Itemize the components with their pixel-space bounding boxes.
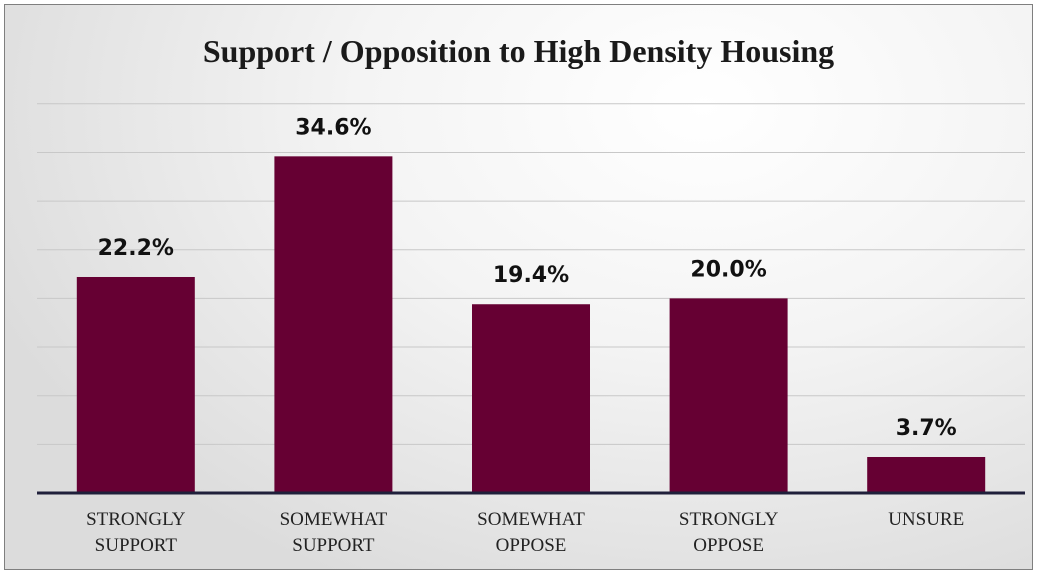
category-labels: STRONGLY SUPPORT SOMEWHAT SUPPORT SOMEWHAT OP… <box>86 509 964 556</box>
category-label: UNSURE <box>888 509 964 530</box>
data-label: 3.7% <box>896 416 957 441</box>
bar <box>867 457 985 493</box>
data-label: 22.2% <box>98 236 174 261</box>
bar <box>472 304 590 493</box>
bar <box>77 277 195 493</box>
data-label: 19.4% <box>493 263 569 288</box>
category-label: SOMEWHAT SUPPORT <box>280 509 388 556</box>
data-label: 20.0% <box>690 257 766 282</box>
bar <box>670 298 788 493</box>
category-label: SOMEWHAT OPPOSE <box>477 509 585 556</box>
bar-chart: 22.2% 34.6% 19.4% 20.0% 3.7% STRONGLY SUPPORT… <box>5 5 1034 571</box>
bar <box>274 156 392 493</box>
data-label: 34.6% <box>295 115 371 140</box>
category-label: STRONGLY SUPPORT <box>86 509 186 556</box>
chart-frame: Support / Opposition to High Density Hou… <box>4 4 1033 570</box>
bars <box>77 156 985 493</box>
category-label: STRONGLY OPPOSE <box>679 509 779 556</box>
